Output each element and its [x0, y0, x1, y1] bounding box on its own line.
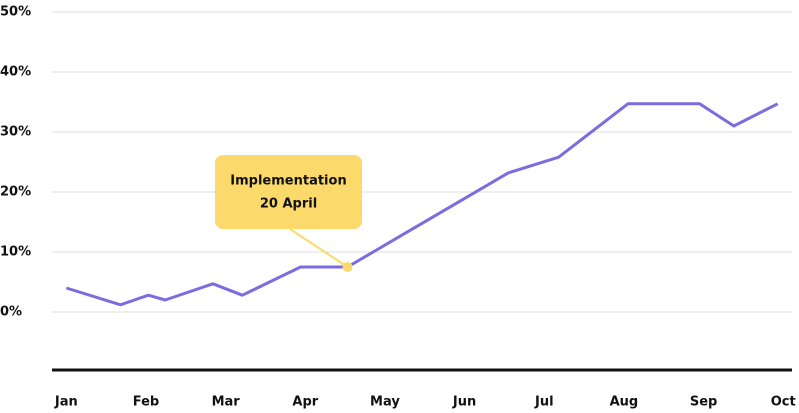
- annotation-box: [215, 155, 362, 229]
- x-tick-label: Mar: [212, 395, 241, 410]
- y-tick-label: 10%: [0, 245, 31, 260]
- x-tick-label: Feb: [133, 395, 159, 410]
- y-tick-label: 20%: [0, 185, 31, 200]
- annotation-text: 20 April: [260, 197, 317, 212]
- y-tick-label: 30%: [0, 125, 31, 140]
- annotation-pointer: [289, 228, 349, 268]
- line: [65, 102, 779, 307]
- x-tick-label: Apr: [292, 395, 318, 410]
- x-tick-label: May: [370, 395, 400, 410]
- x-tick-label: Aug: [610, 395, 639, 410]
- x-tick-label: Jan: [54, 395, 78, 410]
- x-tick-label: Jul: [534, 395, 554, 410]
- y-tick-label: 0%: [0, 305, 22, 320]
- x-tick-label: Jun: [452, 395, 476, 410]
- x-tick-label: Oct: [771, 395, 796, 410]
- annotation-text: Implementation: [230, 174, 346, 189]
- x-tick-label: Sep: [690, 395, 718, 410]
- annotation-dot: [342, 262, 353, 272]
- y-tick-label: 50%: [0, 5, 31, 20]
- y-tick-label: 40%: [0, 65, 31, 80]
